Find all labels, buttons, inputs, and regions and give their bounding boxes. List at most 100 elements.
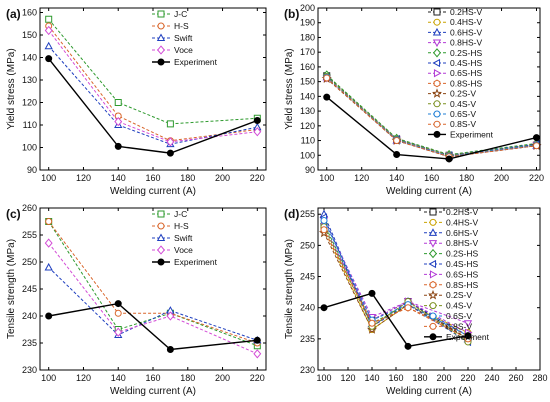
y-tick-label: 100 bbox=[300, 150, 315, 160]
series-line bbox=[326, 74, 537, 156]
x-tick-label: 260 bbox=[508, 373, 523, 383]
series-line bbox=[48, 242, 258, 355]
data-point bbox=[45, 15, 53, 23]
legend-marker bbox=[157, 222, 165, 230]
series-Voce bbox=[44, 238, 262, 359]
x-tick-label: 220 bbox=[460, 373, 475, 383]
legend-marker bbox=[157, 10, 165, 18]
data-point bbox=[368, 289, 376, 297]
x-tick-label: 120 bbox=[340, 373, 355, 383]
series-0.6S-HS bbox=[323, 73, 541, 161]
x-tick-label: 100 bbox=[41, 173, 56, 183]
y-tick-label: 250 bbox=[300, 240, 315, 250]
x-tick-label: 220 bbox=[529, 173, 544, 183]
legend-entry: Swift bbox=[174, 33, 193, 43]
y-tick-label: 240 bbox=[300, 303, 315, 313]
data-point bbox=[114, 142, 122, 150]
x-tick-label: 220 bbox=[250, 373, 265, 383]
data-point bbox=[45, 55, 53, 63]
legend-marker bbox=[429, 218, 437, 226]
legend-entry: 0.4HS-V bbox=[446, 217, 478, 227]
data-point bbox=[253, 336, 261, 344]
legend-marker bbox=[427, 289, 439, 300]
x-tick-label: 180 bbox=[180, 173, 195, 183]
legend-marker bbox=[433, 100, 441, 108]
data-point bbox=[44, 25, 53, 36]
data-point bbox=[533, 134, 541, 142]
data-point bbox=[253, 117, 261, 124]
series-0.6HS-V bbox=[322, 72, 541, 160]
legend-entry: 0.6S-HS bbox=[450, 68, 482, 78]
data-point bbox=[166, 137, 175, 147]
series-line bbox=[48, 267, 258, 341]
series-line bbox=[48, 221, 258, 347]
plot-frame bbox=[39, 207, 267, 371]
x-tick-label: 200 bbox=[215, 173, 230, 183]
series-0.8S-HS bbox=[323, 73, 540, 160]
series-line bbox=[323, 220, 469, 337]
y-tick-label: 120 bbox=[300, 121, 315, 131]
x-tick-label: 160 bbox=[388, 373, 403, 383]
y-tick-label: 130 bbox=[22, 75, 37, 85]
series-line bbox=[326, 77, 537, 157]
legend-entry: 0.8S-V bbox=[446, 321, 472, 331]
x-tick-label: 180 bbox=[180, 373, 195, 383]
legend-marker bbox=[433, 69, 442, 78]
data-point bbox=[166, 345, 174, 353]
x-tick-label: 120 bbox=[76, 373, 91, 383]
data-point bbox=[320, 216, 328, 224]
data-point bbox=[368, 319, 376, 327]
data-point bbox=[463, 320, 473, 328]
x-tick-label: 100 bbox=[316, 373, 331, 383]
x-tick-label: 280 bbox=[532, 373, 547, 383]
legend-marker bbox=[428, 259, 437, 269]
y-tick-label: 240 bbox=[22, 311, 37, 321]
legend-entry: J-C bbox=[174, 209, 187, 219]
panel-label: (c) bbox=[6, 207, 21, 221]
y-tick-label: 120 bbox=[22, 98, 37, 108]
legend-marker bbox=[157, 210, 165, 218]
legend-entry: Experiment bbox=[446, 332, 490, 342]
data-point bbox=[166, 311, 175, 321]
y-tick-label: 110 bbox=[23, 120, 37, 130]
legend-entry: 0.8HS-V bbox=[450, 38, 482, 48]
y-tick-label: 110 bbox=[301, 136, 315, 146]
series-J-C bbox=[45, 15, 261, 128]
legend-entry: J-C bbox=[174, 9, 187, 19]
y-tick-label: 140 bbox=[22, 53, 37, 63]
data-point bbox=[44, 238, 53, 248]
series-line bbox=[48, 18, 258, 125]
series-line bbox=[326, 76, 537, 157]
legend-entry: 0.2S-V bbox=[446, 290, 472, 300]
chart-panel-1: (a) 100 120 140 160 180 200 220 90 100 110 120 130 14… bbox=[6, 7, 267, 197]
x-tick-label: 180 bbox=[412, 373, 427, 383]
legend-marker bbox=[431, 88, 443, 98]
series-0.4HS-V bbox=[323, 72, 541, 160]
data-point bbox=[464, 332, 472, 340]
series-Swift bbox=[44, 262, 262, 344]
data-point bbox=[114, 300, 122, 308]
legend-entry: Experiment bbox=[174, 57, 218, 67]
series-line bbox=[326, 76, 537, 157]
series-Voce bbox=[44, 25, 262, 147]
series-line bbox=[48, 30, 258, 143]
y-tick-label: 255 bbox=[300, 209, 315, 219]
x-axis-title: Welding current (A) bbox=[386, 386, 472, 397]
series-line bbox=[323, 226, 469, 334]
data-point bbox=[320, 304, 328, 312]
y-axis-title: Yield stress (MPa) bbox=[284, 48, 295, 129]
data-point bbox=[445, 155, 453, 163]
data-point bbox=[114, 309, 122, 317]
series-0.4S-HS bbox=[322, 73, 540, 160]
x-tick-label: 240 bbox=[484, 373, 499, 383]
plot-frame bbox=[317, 7, 541, 171]
y-tick-label: 90 bbox=[27, 165, 37, 175]
y-tick-label: 170 bbox=[300, 47, 315, 57]
chart-panel-4: (d) 100 120 140 160 180 200 220 240 260 280 230 235 2… bbox=[284, 207, 548, 397]
legend-marker bbox=[156, 233, 166, 242]
legend-marker bbox=[429, 312, 437, 320]
series-0.4S-V bbox=[323, 72, 541, 159]
y-tick-label: 180 bbox=[300, 32, 315, 42]
legend-marker bbox=[157, 45, 165, 55]
